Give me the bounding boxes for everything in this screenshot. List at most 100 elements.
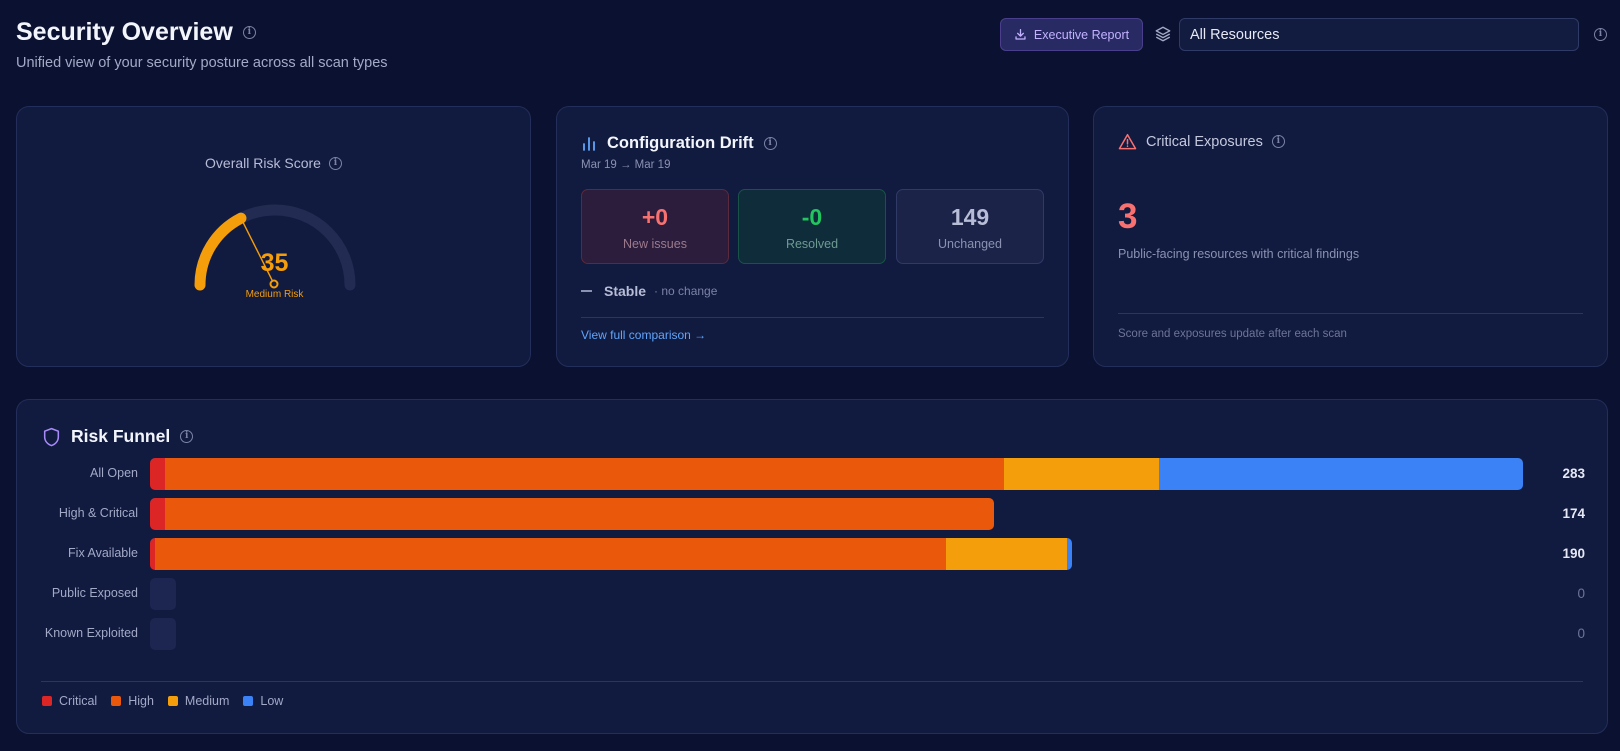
- funnel-segment-critical: [150, 498, 165, 530]
- minus-icon: [581, 290, 592, 292]
- download-icon: [1015, 28, 1026, 40]
- info-icon[interactable]: i: [1271, 135, 1285, 148]
- risk-score-title-text: Overall Risk Score: [205, 155, 321, 171]
- configuration-drift-card: Configuration Drift i Mar 19 → Mar 19 +0…: [556, 106, 1069, 367]
- funnel-segment-low: [1066, 538, 1072, 570]
- legend-item-low: Low: [243, 694, 283, 708]
- exposures-description: Public-facing resources with critical fi…: [1118, 247, 1360, 261]
- gauge-pivot: [269, 279, 279, 289]
- funnel-segment-critical: [150, 458, 165, 490]
- gauge-fill: [194, 212, 247, 291]
- funnel-bar-track: [150, 498, 1523, 530]
- funnel-row: All Open 283: [17, 458, 1609, 490]
- drift-status-text: Stable: [604, 283, 647, 299]
- funnel-row: Known Exploited 0: [17, 618, 1609, 650]
- legend-swatch: [111, 696, 122, 706]
- funnel-segment-low: [1159, 458, 1523, 490]
- funnel-bar[interactable]: [150, 538, 1072, 570]
- funnel-row-count: 0: [1577, 586, 1585, 601]
- resolved-stat: -0 Resolved: [738, 189, 886, 264]
- warning-icon: [1118, 133, 1137, 150]
- legend-label: Critical: [59, 694, 98, 708]
- resource-select[interactable]: All Resources: [1179, 18, 1579, 51]
- risk-funnel-title: Risk Funnel i: [42, 426, 194, 447]
- critical-exposures-card: Critical Exposures i 3 Public-facing res…: [1093, 106, 1608, 367]
- legend-label: Medium: [184, 694, 230, 708]
- funnel-row: Fix Available 190: [17, 538, 1609, 570]
- risk-score-title: Overall Risk Score i: [17, 155, 530, 171]
- legend-item-medium: Medium: [167, 694, 230, 708]
- divider: [581, 317, 1044, 318]
- funnel-segment-high: [164, 498, 995, 530]
- funnel-row-label: High & Critical: [58, 506, 138, 520]
- resolved-label: Resolved: [785, 237, 839, 251]
- funnel-segment-critical: [150, 538, 155, 570]
- executive-report-button[interactable]: Executive Report: [1000, 18, 1143, 51]
- info-icon[interactable]: i: [242, 26, 256, 39]
- page-subtitle: Unified view of your security posture ac…: [16, 55, 388, 71]
- divider: [1118, 313, 1583, 314]
- executive-report-label: Executive Report: [1033, 27, 1130, 42]
- resolved-value: -0: [801, 204, 823, 230]
- new-issues-value: +0: [641, 204, 669, 230]
- risk-score-value: 35: [260, 249, 289, 277]
- funnel-bar[interactable]: [150, 458, 1523, 490]
- unchanged-stat: 149 Unchanged: [896, 189, 1044, 264]
- funnel-bar-empty: [150, 618, 176, 650]
- risk-funnel-title-text: Risk Funnel: [71, 426, 171, 446]
- funnel-row-count: 283: [1562, 466, 1585, 481]
- drift-date-range: Mar 19 → Mar 19: [581, 159, 671, 171]
- exposures-title-text: Critical Exposures: [1146, 133, 1263, 150]
- view-full-comparison-link[interactable]: View full comparison →: [581, 328, 707, 342]
- funnel-bar-track: [150, 618, 1523, 650]
- layers-icon: [1155, 26, 1171, 42]
- funnel-row: High & Critical 174: [17, 498, 1609, 530]
- drift-title-text: Configuration Drift: [607, 134, 754, 152]
- info-icon[interactable]: i: [328, 156, 342, 170]
- divider: [41, 681, 1583, 682]
- funnel-segment-high: [164, 458, 1004, 490]
- legend-swatch: [243, 696, 254, 706]
- funnel-bar-track: [150, 538, 1523, 570]
- shield-icon: [43, 427, 60, 446]
- funnel-row-label: Fix Available: [68, 546, 138, 560]
- funnel-row-count: 0: [1577, 626, 1585, 641]
- drift-status-note: · no change: [654, 284, 718, 298]
- funnel-row: Public Exposed 0: [17, 578, 1609, 610]
- drift-status: Stable · no change: [581, 283, 717, 299]
- risk-level-label: Medium Risk: [245, 289, 304, 300]
- legend-label: Low: [260, 694, 284, 708]
- funnel-segment-medium: [1003, 458, 1160, 490]
- legend-label: High: [128, 694, 154, 708]
- legend-item-critical: Critical: [42, 694, 97, 708]
- funnel-segment-high: [154, 538, 946, 570]
- risk-score-card: Overall Risk Score i 35 Medium Risk: [16, 106, 531, 367]
- funnel-row-label: Public Exposed: [51, 586, 138, 600]
- bar-chart-icon: [583, 136, 595, 151]
- funnel-bar-empty: [150, 578, 176, 610]
- new-issues-label: New issues: [623, 237, 687, 251]
- severity-legend: Critical High Medium Low: [42, 694, 283, 708]
- legend-swatch: [167, 696, 178, 706]
- risk-gauge: [194, 204, 356, 291]
- unchanged-label: Unchanged: [938, 237, 1002, 251]
- exposures-footer-note: Score and exposures update after each sc…: [1118, 328, 1347, 340]
- funnel-row-label: Known Exploited: [44, 626, 138, 640]
- info-icon[interactable]: i: [180, 430, 194, 443]
- legend-item-high: High: [111, 694, 154, 708]
- exposures-count: 3: [1118, 197, 1138, 236]
- funnel-row-count: 190: [1562, 546, 1585, 561]
- drift-title: Configuration Drift i: [581, 134, 777, 153]
- info-icon[interactable]: i: [763, 137, 777, 150]
- info-icon[interactable]: i: [1594, 28, 1607, 41]
- funnel-bar[interactable]: [150, 498, 995, 530]
- funnel-segment-medium: [945, 538, 1067, 570]
- funnel-bar-track: [150, 578, 1523, 610]
- unchanged-value: 149: [950, 204, 990, 230]
- funnel-row-label: All Open: [90, 466, 138, 480]
- gauge-needle: [240, 217, 275, 285]
- funnel-row-count: 174: [1562, 506, 1585, 521]
- page-title-text: Security Overview: [16, 18, 233, 46]
- risk-funnel-card: Risk Funnel i All Open 283 High & Critical…: [16, 399, 1608, 734]
- page-title: Security Overview i: [16, 18, 256, 47]
